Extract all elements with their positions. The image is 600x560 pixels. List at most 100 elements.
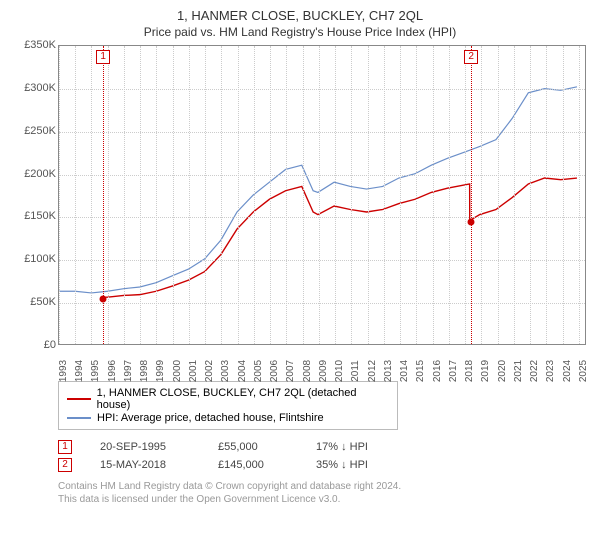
event-price: £145,000 — [218, 459, 288, 471]
gridline-v — [108, 46, 109, 344]
y-tick-label: £100K — [24, 253, 56, 265]
gridline-h — [59, 89, 585, 90]
x-tick-label: 2019 — [480, 360, 491, 382]
x-tick-label: 2017 — [448, 360, 459, 382]
gridline-v — [270, 46, 271, 344]
gridline-v — [254, 46, 255, 344]
gridline-h — [59, 132, 585, 133]
event-dot — [100, 295, 107, 302]
credits-line: This data is licensed under the Open Gov… — [58, 493, 586, 506]
x-tick-label: 2020 — [497, 360, 508, 382]
x-tick-label: 2009 — [318, 360, 329, 382]
x-tick-label: 2007 — [285, 360, 296, 382]
x-tick-label: 2005 — [253, 360, 264, 382]
gridline-v — [449, 46, 450, 344]
plot-area: 12 — [58, 45, 586, 345]
x-tick-label: 2021 — [513, 360, 524, 382]
gridline-v — [384, 46, 385, 344]
event-marker: 1 — [96, 50, 110, 64]
x-tick-label: 2022 — [529, 360, 540, 382]
x-tick-label: 2023 — [545, 360, 556, 382]
gridline-v — [173, 46, 174, 344]
y-axis: £0£50K£100K£150K£200K£250K£300K£350K — [14, 45, 58, 345]
x-tick-label: 2012 — [367, 360, 378, 382]
x-tick-label: 2024 — [562, 360, 573, 382]
x-tick-label: 1999 — [155, 360, 166, 382]
gridline-v — [286, 46, 287, 344]
x-tick-label: 2004 — [237, 360, 248, 382]
gridline-v — [124, 46, 125, 344]
event-row: 120-SEP-1995£55,00017% ↓ HPI — [58, 440, 586, 454]
gridline-h — [59, 217, 585, 218]
gridline-v — [303, 46, 304, 344]
gridline-v — [189, 46, 190, 344]
gridline-v — [335, 46, 336, 344]
gridline-v — [351, 46, 352, 344]
legend-item: HPI: Average price, detached house, Flin… — [67, 412, 389, 424]
event-row-marker: 1 — [58, 440, 72, 454]
gridline-v — [238, 46, 239, 344]
y-tick-label: £0 — [44, 339, 56, 351]
x-tick-label: 2016 — [432, 360, 443, 382]
gridline-v — [400, 46, 401, 344]
legend-swatch — [67, 417, 91, 419]
legend-swatch — [67, 398, 91, 400]
event-date: 15-MAY-2018 — [100, 459, 190, 471]
gridline-v — [433, 46, 434, 344]
x-tick-label: 2001 — [188, 360, 199, 382]
gridline-v — [530, 46, 531, 344]
series-price_paid — [103, 178, 577, 297]
event-delta: 17% ↓ HPI — [316, 441, 368, 453]
legend-item: 1, HANMER CLOSE, BUCKLEY, CH7 2QL (detac… — [67, 387, 389, 411]
event-line — [471, 46, 472, 344]
gridline-v — [221, 46, 222, 344]
x-tick-label: 2011 — [350, 360, 361, 382]
legend-label: HPI: Average price, detached house, Flin… — [97, 412, 324, 424]
gridline-v — [514, 46, 515, 344]
x-tick-label: 2018 — [464, 360, 475, 382]
event-delta: 35% ↓ HPI — [316, 459, 368, 471]
x-tick-label: 2008 — [302, 360, 313, 382]
events-table: 120-SEP-1995£55,00017% ↓ HPI215-MAY-2018… — [58, 440, 586, 472]
gridline-v — [59, 46, 60, 344]
gridline-v — [75, 46, 76, 344]
chart-container: 1, HANMER CLOSE, BUCKLEY, CH7 2QL Price … — [0, 0, 600, 560]
credits: Contains HM Land Registry data © Crown c… — [58, 480, 586, 506]
x-tick-label: 2006 — [269, 360, 280, 382]
x-tick-label: 2003 — [220, 360, 231, 382]
gridline-h — [59, 175, 585, 176]
y-tick-label: £250K — [24, 125, 56, 137]
x-tick-label: 1994 — [74, 360, 85, 382]
gridline-v — [205, 46, 206, 344]
event-dot — [468, 218, 475, 225]
x-tick-label: 1993 — [58, 360, 69, 382]
credits-line: Contains HM Land Registry data © Crown c… — [58, 480, 586, 493]
x-tick-label: 2013 — [383, 360, 394, 382]
y-tick-label: £300K — [24, 82, 56, 94]
gridline-v — [546, 46, 547, 344]
y-tick-label: £50K — [30, 296, 56, 308]
y-tick-label: £150K — [24, 210, 56, 222]
gridline-v — [319, 46, 320, 344]
gridline-v — [498, 46, 499, 344]
event-price: £55,000 — [218, 441, 288, 453]
chart-title: 1, HANMER CLOSE, BUCKLEY, CH7 2QL — [14, 8, 586, 23]
x-tick-label: 1998 — [139, 360, 150, 382]
x-tick-label: 2015 — [415, 360, 426, 382]
event-marker: 2 — [464, 50, 478, 64]
gridline-h — [59, 303, 585, 304]
x-tick-label: 1995 — [90, 360, 101, 382]
gridline-v — [91, 46, 92, 344]
chart-area: £0£50K£100K£150K£200K£250K£300K£350K 12 … — [14, 45, 586, 375]
x-tick-label: 2010 — [334, 360, 345, 382]
gridline-v — [481, 46, 482, 344]
line-svg — [59, 46, 585, 344]
gridline-h — [59, 260, 585, 261]
gridline-v — [140, 46, 141, 344]
gridline-v — [416, 46, 417, 344]
x-tick-label: 2000 — [172, 360, 183, 382]
chart-subtitle: Price paid vs. HM Land Registry's House … — [14, 25, 586, 39]
x-tick-label: 2025 — [578, 360, 589, 382]
gridline-v — [465, 46, 466, 344]
gridline-v — [563, 46, 564, 344]
